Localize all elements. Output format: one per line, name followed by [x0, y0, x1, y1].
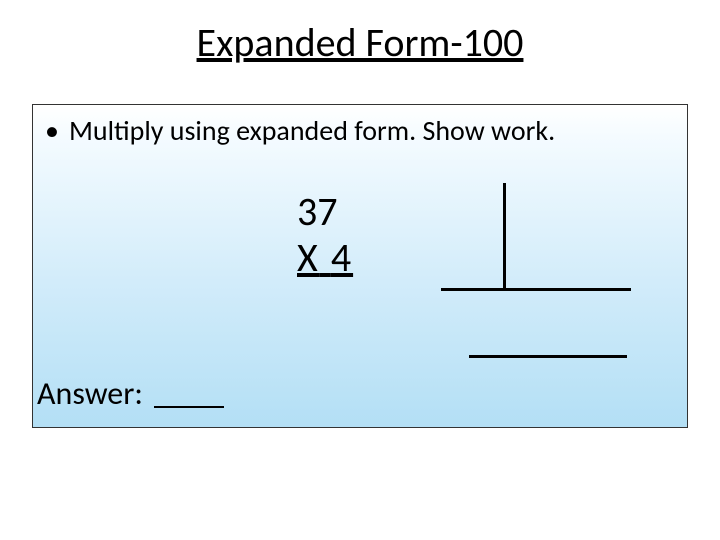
- answer-label: Answer:: [37, 374, 143, 413]
- slide-title: Expanded Form-100: [0, 18, 720, 67]
- problem-top-number: 37: [297, 189, 353, 235]
- multiplication-problem: 37 X 4: [297, 189, 353, 281]
- work-horizontal-line-2: [469, 355, 627, 358]
- instruction-text: Multiply using expanded form. Show work.: [69, 113, 555, 148]
- problem-bottom-row: X 4: [297, 235, 353, 281]
- instruction-line: • Multiply using expanded form. Show work…: [45, 113, 555, 148]
- answer-row: Answer:: [37, 374, 224, 413]
- work-vertical-line: [503, 183, 506, 291]
- content-box: • Multiply using expanded form. Show work…: [32, 104, 688, 428]
- work-horizontal-line-1: [441, 288, 631, 291]
- bullet-icon: •: [45, 113, 59, 148]
- work-area: [441, 183, 641, 383]
- answer-blank: [154, 406, 224, 408]
- problem-bottom-number: 4: [331, 233, 353, 282]
- problem-operator: X: [297, 233, 320, 282]
- slide: Expanded Form-100 • Multiply using expand…: [0, 0, 720, 540]
